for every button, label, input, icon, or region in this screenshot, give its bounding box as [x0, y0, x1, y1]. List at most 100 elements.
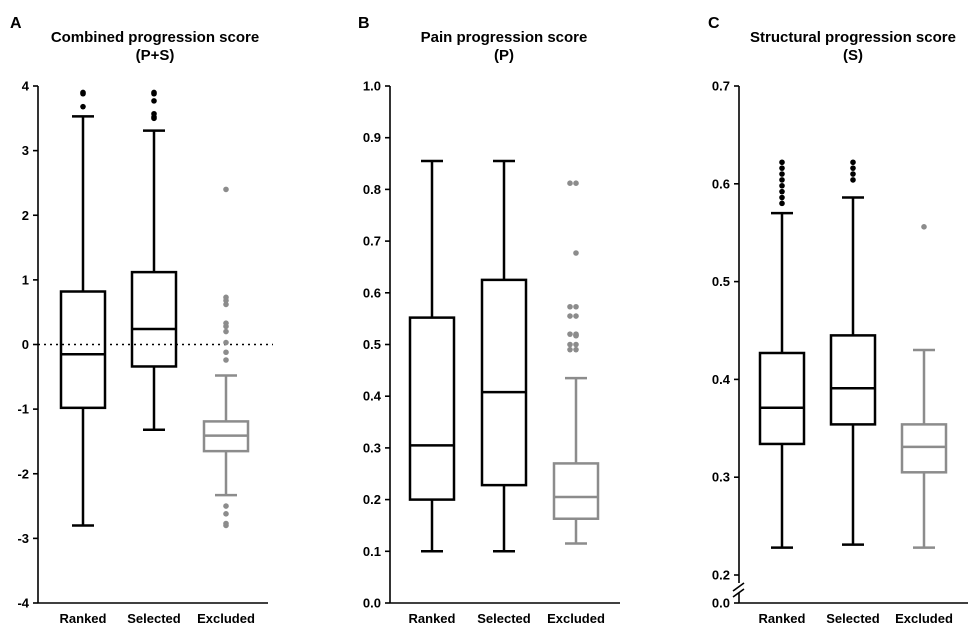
panel-c: C Structural progression score (S) 0.7 0.…: [708, 15, 968, 625]
outlier-point: [779, 177, 785, 183]
y-tick-label: -4: [17, 596, 29, 611]
y-tick-label: 0.3: [363, 440, 381, 455]
box-selected: [130, 89, 178, 432]
outlier-point: [567, 180, 573, 186]
iqr-box: [480, 278, 528, 487]
x-tick-label: Ranked: [759, 611, 806, 625]
iqr-box: [130, 270, 178, 368]
outlier-point: [80, 103, 86, 110]
panel-subtitle: (S): [843, 47, 863, 64]
outlier-point: [567, 303, 573, 310]
panel-b: B Pain progression score (P) 1.0 0.9 0.8 0.…: [358, 15, 620, 625]
outlier-point: [151, 90, 157, 97]
y-tick-label: 0.3: [712, 470, 730, 485]
axis-break-mark: [732, 582, 745, 592]
y-tick-label: 0.5: [363, 337, 381, 352]
panel-subtitle: (P+S): [136, 47, 175, 64]
iqr-box: [900, 423, 948, 474]
outlier-point: [223, 301, 229, 308]
panel-letter: B: [358, 15, 370, 32]
y-tick-label: 0.7: [712, 79, 730, 94]
outlier-point: [573, 341, 579, 348]
y-tick-label: 0.0: [712, 596, 730, 611]
plot-area: 4 3 2 1 0 -1 -2 -3 -4 Ranked Selected Excluded: [17, 79, 273, 625]
iqr-box: [758, 351, 806, 446]
outlier-point: [850, 171, 856, 177]
panel-a: A Combined progression score (P+S) 4 3 2 1 0…: [10, 15, 273, 625]
outlier-point: [223, 357, 229, 363]
panel-title: Structural progression score: [750, 29, 956, 46]
outlier-point: [573, 180, 579, 186]
y-tick-label: 0.6: [363, 285, 381, 300]
iqr-box: [59, 290, 107, 410]
outlier-point: [779, 194, 785, 201]
y-tick-label: -3: [17, 531, 29, 546]
y-tick-label: 0.2: [363, 492, 381, 507]
outlier-point: [573, 303, 579, 310]
outlier-point: [223, 323, 229, 330]
outlier-point: [567, 341, 573, 348]
outlier-point: [850, 165, 856, 171]
outlier-point: [779, 200, 785, 207]
x-tick-label: Excluded: [895, 611, 953, 625]
plot-area: 1.0 0.9 0.8 0.7 0.6 0.5 0.4 0.3 0.2 0.1 0.0 Ranked S…: [363, 79, 620, 625]
y-tick-label: 0.5: [712, 274, 730, 289]
outlier-point: [223, 503, 229, 509]
outlier-point: [223, 349, 229, 356]
axis-break-mark: [732, 588, 745, 598]
outlier-point: [223, 328, 229, 335]
box-excluded: [202, 186, 250, 529]
y-tick-label: 0: [22, 337, 29, 352]
outlier-point: [223, 511, 229, 517]
panel-title: Combined progression score: [51, 29, 259, 46]
iqr-box: [408, 316, 456, 501]
x-tick-label: Selected: [826, 611, 880, 625]
outlier-point: [921, 224, 927, 230]
axis-break-gap: [733, 583, 745, 593]
outlier-point: [779, 159, 785, 166]
outlier-point: [573, 346, 579, 353]
outlier-point: [223, 522, 229, 529]
x-tick-label: Selected: [127, 611, 181, 625]
y-tick-label: 0.0: [363, 596, 381, 611]
outlier-point: [223, 339, 229, 346]
outlier-point: [779, 171, 785, 177]
panel-subtitle: (P): [494, 47, 514, 64]
x-tick-label: Ranked: [60, 611, 107, 625]
y-tick-label: 2: [22, 208, 29, 223]
box-excluded: [552, 180, 600, 545]
y-tick-label: 0.7: [363, 234, 381, 249]
y-tick-label: 0.2: [712, 568, 730, 583]
panel-letter: A: [10, 15, 22, 32]
outlier-point: [223, 297, 229, 304]
outlier-point: [151, 98, 157, 104]
y-tick-label: 0.1: [363, 544, 381, 559]
y-tick-label: 1.0: [363, 79, 381, 94]
outlier-point: [779, 165, 785, 171]
y-tick-label: 0.9: [363, 130, 381, 145]
outlier-point: [573, 332, 579, 339]
x-tick-label: Excluded: [197, 611, 255, 625]
iqr-box: [552, 462, 600, 520]
y-tick-label: 3: [22, 143, 29, 158]
outlier-point: [567, 346, 573, 353]
box-selected: [829, 159, 877, 546]
outlier-point: [779, 182, 785, 189]
outlier-point: [223, 186, 229, 193]
plot-area: 0.7 0.6 0.5 0.4 0.3 0.2 0.0 Ranked Selected Exclu…: [712, 79, 968, 625]
outlier-point: [850, 159, 856, 166]
box-ranked: [758, 159, 806, 549]
outlier-point: [850, 177, 856, 183]
outlier-point: [151, 115, 157, 122]
y-tick-label: 0.6: [712, 176, 730, 191]
outlier-point: [779, 188, 785, 195]
y-tick-label: -2: [17, 466, 29, 481]
panel-letter: C: [708, 15, 720, 32]
x-tick-label: Excluded: [547, 611, 605, 625]
y-tick-label: 1: [22, 272, 29, 287]
outlier-point: [573, 313, 579, 319]
x-tick-label: Selected: [477, 611, 531, 625]
box-ranked: [408, 159, 456, 553]
box-excluded: [900, 224, 948, 549]
